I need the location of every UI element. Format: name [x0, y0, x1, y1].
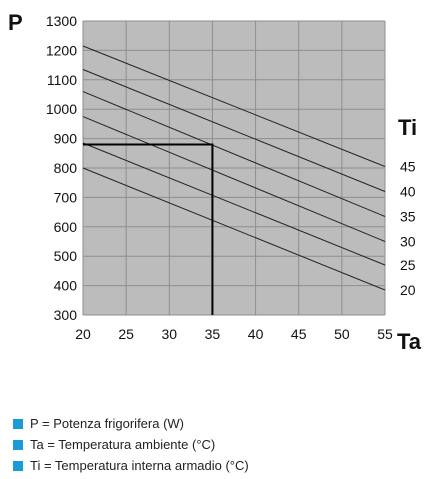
y-tick-label: 700: [54, 189, 78, 205]
legend-item: Ti = Temperatura interna armadio (°C): [13, 455, 249, 476]
reference-line: [83, 143, 214, 315]
x-tick-label: 30: [161, 326, 177, 342]
x-tick-label: 45: [291, 326, 307, 342]
x-tick-label: 40: [248, 326, 264, 342]
y-tick-label: 1200: [46, 42, 77, 58]
x-tick-label: 50: [334, 326, 350, 342]
series-label: 25: [400, 257, 416, 273]
series-label: 40: [400, 184, 416, 200]
legend-swatch-icon: [13, 418, 23, 429]
y-tick-label: 800: [54, 160, 78, 176]
y-tick-label: 600: [54, 219, 78, 235]
y-tick-label: 1300: [46, 13, 77, 29]
series-label: 20: [400, 282, 416, 298]
y-tick-label: 300: [54, 307, 78, 323]
chart: 45 40 35 30 25 20 300 400 500 600 700 800 900 1000 110…: [8, 10, 422, 354]
y-tick-label: 500: [54, 248, 78, 264]
legend-item: Ta = Temperatura ambiente (°C): [13, 434, 249, 455]
y-tick-label: 1100: [47, 72, 77, 88]
series-label: 45: [400, 159, 416, 175]
x-tick-label: 25: [118, 326, 134, 342]
y-tick-label: 900: [54, 131, 78, 147]
series-line: [82, 45, 386, 167]
legend-text: Ti = Temperatura interna armadio (°C): [30, 458, 249, 473]
legend-swatch-icon: [13, 460, 23, 471]
x-tick-label: 35: [205, 326, 221, 342]
y-tick-label: 1000: [46, 101, 77, 117]
legend-text: Ta = Temperatura ambiente (°C): [30, 437, 216, 452]
series-line: [82, 142, 386, 266]
series-line: [82, 91, 386, 217]
x-tick-label: 55: [377, 326, 393, 342]
series-line: [82, 167, 386, 291]
series-line: [82, 69, 386, 192]
series-label: 35: [400, 209, 416, 225]
legend-swatch-icon: [13, 439, 23, 450]
legend-item: P = Potenza frigorifera (W): [13, 413, 249, 434]
legend-text: P = Potenza frigorifera (W): [30, 416, 185, 431]
x-axis-label: Ta: [397, 329, 422, 354]
x-tick-label: 20: [75, 326, 91, 342]
series-line: [82, 116, 386, 242]
y-tick-label: 400: [54, 278, 78, 294]
y-axis-label: P: [8, 10, 23, 35]
series-label: 30: [400, 234, 416, 250]
legend: P = Potenza frigorifera (W) Ta = Tempera…: [13, 413, 249, 476]
series-axis-label: Ti: [398, 115, 417, 140]
